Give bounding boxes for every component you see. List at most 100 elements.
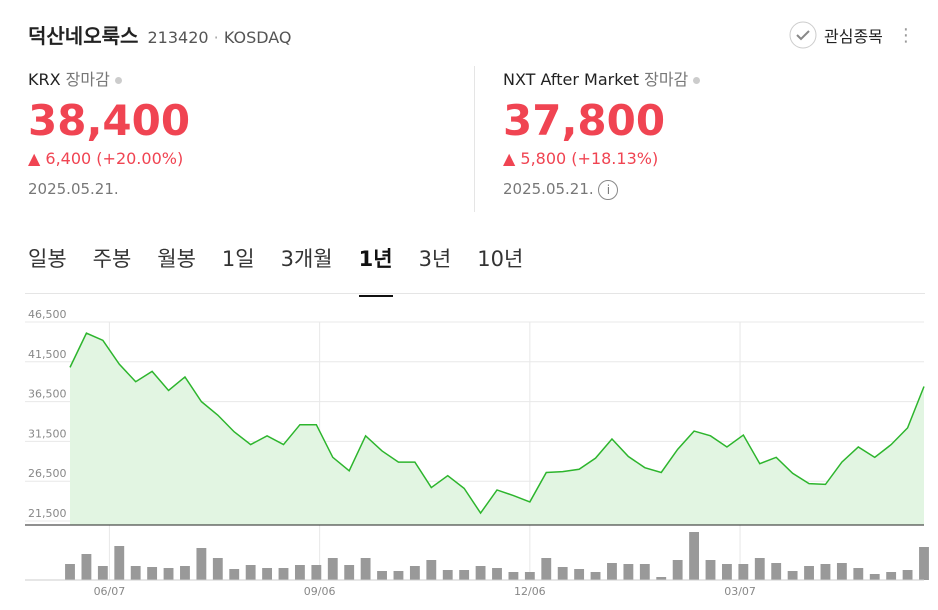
volume-bar bbox=[705, 560, 716, 580]
period-tab[interactable]: 3년 bbox=[418, 247, 452, 271]
volume-bar bbox=[196, 548, 207, 580]
volume-bar bbox=[639, 564, 650, 580]
volume-bar bbox=[426, 560, 437, 580]
krx-date: 2025.05.21. bbox=[28, 180, 119, 198]
volume-bar bbox=[804, 566, 814, 580]
volume-bar bbox=[212, 558, 223, 580]
volume-bar bbox=[590, 572, 601, 580]
price-line bbox=[69, 332, 925, 515]
volume-bar bbox=[245, 565, 256, 580]
volume-bar bbox=[787, 571, 798, 580]
volume-bar bbox=[524, 572, 535, 580]
volume-bar bbox=[409, 566, 420, 580]
period-tabs: 일봉 주봉 월봉 1일 3개월 1년 3년 10년 bbox=[28, 243, 549, 297]
volume-bar bbox=[442, 570, 453, 580]
x-tick-label: 09/06 bbox=[304, 585, 336, 598]
volume-bar bbox=[623, 564, 634, 580]
volume-bar bbox=[738, 564, 749, 580]
nxt-date: 2025.05.21. bbox=[503, 180, 594, 198]
volume-bar bbox=[919, 547, 929, 580]
volume-bar bbox=[114, 546, 125, 580]
volume-bar bbox=[311, 565, 322, 580]
period-tab[interactable]: 1년 bbox=[358, 247, 393, 297]
nxt-label: NXT After Market bbox=[503, 70, 640, 89]
volume-bar bbox=[492, 568, 502, 580]
nxt-change: 5,800 bbox=[520, 149, 567, 168]
krx-block: KRX 장마감 38,400 ▲ 6,400 (+20.00%) 2025.05… bbox=[28, 70, 191, 198]
nxt-block: NXT After Market 장마감 37,800 ▲ 5,800 (+18… bbox=[503, 66, 701, 200]
volume-bar bbox=[81, 554, 92, 580]
volume-bar bbox=[721, 564, 732, 580]
volume-bar bbox=[163, 568, 174, 580]
krx-label: KRX bbox=[28, 70, 61, 89]
volume-bar bbox=[656, 577, 667, 580]
y-tick-label: 21,500 bbox=[28, 507, 67, 520]
tabs-border bbox=[25, 293, 925, 294]
volume-bar bbox=[180, 566, 190, 580]
volume-bar bbox=[541, 558, 552, 580]
volume-bar bbox=[853, 568, 864, 580]
period-tab[interactable]: 주봉 bbox=[92, 247, 132, 271]
volume-bar bbox=[393, 571, 404, 580]
volume-bar bbox=[820, 564, 831, 580]
volume-bar bbox=[278, 568, 289, 580]
period-tab[interactable]: 일봉 bbox=[28, 247, 67, 271]
stock-name: 덕산네오룩스 bbox=[28, 24, 139, 48]
y-tick-label: 31,500 bbox=[28, 427, 67, 440]
volume-bar bbox=[229, 569, 240, 580]
more-menu[interactable]: ⋮ bbox=[896, 24, 915, 46]
volume-bar bbox=[754, 558, 765, 580]
volume-bar bbox=[557, 567, 568, 580]
volume-bar bbox=[377, 571, 387, 580]
krx-change: 6,400 bbox=[45, 149, 92, 168]
volume-bar bbox=[475, 566, 486, 580]
nxt-status: 장마감 bbox=[644, 70, 689, 89]
volume-bar bbox=[294, 565, 305, 580]
watch-button[interactable]: 관심종목 ⋮ bbox=[788, 20, 915, 50]
nxt-rate: (+18.13%) bbox=[571, 149, 659, 168]
divider bbox=[474, 66, 475, 212]
volume-bar bbox=[574, 569, 585, 580]
volume-bar bbox=[360, 558, 371, 580]
info-icon[interactable]: i bbox=[598, 180, 619, 200]
market: KOSDAQ bbox=[223, 28, 292, 47]
stock-code: 213420 bbox=[147, 28, 209, 47]
x-tick-label: 12/06 bbox=[514, 585, 546, 598]
volume-bar bbox=[836, 563, 847, 580]
krx-rate: (+20.00%) bbox=[96, 149, 184, 168]
volume-bar bbox=[886, 572, 897, 580]
volume-bar bbox=[869, 574, 880, 580]
period-tab[interactable]: 1일 bbox=[221, 247, 255, 271]
volume-bar bbox=[327, 558, 338, 580]
volume-bar bbox=[607, 563, 617, 580]
header: 덕산네오룩스 213420 · KOSDAQ bbox=[28, 24, 292, 48]
volume-bar bbox=[672, 560, 683, 580]
volume-bar bbox=[689, 532, 700, 580]
watch-label: 관심종목 bbox=[824, 27, 883, 46]
krx-price: 38,400 bbox=[28, 96, 191, 145]
x-tick-label: 06/07 bbox=[94, 585, 126, 598]
volume-bar bbox=[130, 566, 141, 580]
period-tab[interactable]: 월봉 bbox=[157, 247, 196, 271]
volume-bar bbox=[902, 570, 913, 580]
volume-bar bbox=[97, 566, 108, 580]
price-area bbox=[70, 333, 924, 525]
y-tick-label: 36,500 bbox=[28, 388, 67, 401]
period-tab[interactable]: 3개월 bbox=[280, 247, 333, 271]
check-icon bbox=[789, 21, 817, 49]
volume-bar bbox=[344, 565, 355, 580]
volume-bar bbox=[508, 572, 519, 580]
volume-bar bbox=[262, 568, 273, 580]
y-tick-label: 26,500 bbox=[28, 467, 67, 480]
volume-bar bbox=[459, 570, 470, 580]
volume-bar bbox=[147, 567, 158, 580]
volume-bar bbox=[771, 563, 782, 580]
krx-status: 장마감 bbox=[65, 70, 110, 89]
period-tab[interactable]: 10년 bbox=[477, 247, 524, 271]
x-tick-label: 03/07 bbox=[724, 585, 756, 598]
price-chart: 46,500 41,500 36,500 31,500 26,500 21,500 06/0… bbox=[25, 308, 929, 598]
nxt-price: 37,800 bbox=[503, 96, 666, 145]
y-tick-label: 41,500 bbox=[28, 348, 67, 361]
